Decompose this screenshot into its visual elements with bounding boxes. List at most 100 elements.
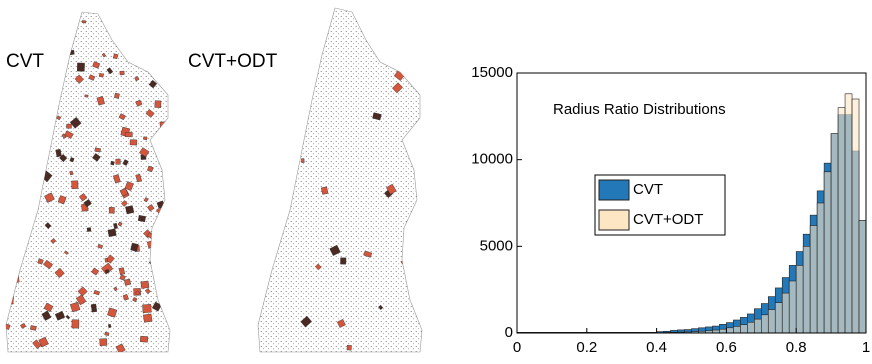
bad-element bbox=[152, 247, 161, 256]
bad-element bbox=[30, 184, 35, 189]
bad-element bbox=[140, 336, 148, 342]
bad-element bbox=[160, 122, 167, 129]
bad-element bbox=[20, 185, 27, 192]
bad-element bbox=[67, 27, 73, 34]
bad-element bbox=[91, 304, 97, 312]
bar bbox=[782, 293, 789, 333]
bad-element bbox=[105, 269, 109, 273]
x-tick-label: 0.4 bbox=[646, 339, 667, 356]
bar bbox=[761, 315, 768, 333]
bad-element bbox=[39, 99, 47, 108]
bad-element bbox=[130, 140, 137, 146]
bad-element bbox=[105, 332, 109, 336]
x-tick-label: 0 bbox=[513, 339, 521, 356]
bad-element bbox=[11, 202, 19, 211]
bad-element bbox=[125, 206, 133, 214]
bad-element bbox=[120, 71, 125, 75]
y-tick-label: 10000 bbox=[471, 151, 513, 168]
bad-element bbox=[159, 39, 164, 43]
mesh-label: CVT+ODT bbox=[188, 51, 278, 72]
y-tick-label: 5000 bbox=[480, 237, 513, 254]
bad-element bbox=[158, 28, 168, 38]
bar bbox=[817, 203, 824, 333]
x-tick-label: 1 bbox=[862, 339, 870, 356]
bad-element bbox=[23, 93, 29, 99]
bad-element bbox=[114, 93, 119, 98]
bar bbox=[796, 265, 803, 333]
bar bbox=[726, 328, 733, 333]
bad-element bbox=[347, 345, 352, 350]
bad-element bbox=[109, 207, 114, 213]
bad-element bbox=[132, 55, 143, 66]
bar bbox=[719, 329, 726, 333]
bad-element bbox=[6, 296, 14, 304]
bad-element bbox=[166, 87, 170, 90]
bad-element bbox=[108, 324, 111, 327]
bad-element bbox=[85, 95, 88, 97]
mesh-label: CVT bbox=[6, 51, 44, 72]
y-tick-label: 15000 bbox=[471, 64, 513, 81]
bad-element bbox=[87, 228, 91, 232]
bad-element bbox=[36, 100, 42, 106]
legend-label: CVT+ODT bbox=[633, 211, 703, 228]
bad-element bbox=[138, 215, 146, 222]
bad-element bbox=[12, 110, 20, 118]
bad-element bbox=[158, 263, 164, 270]
bar bbox=[824, 172, 831, 333]
bad-element bbox=[297, 95, 302, 100]
bad-element bbox=[162, 44, 166, 49]
bar bbox=[803, 246, 810, 333]
bar bbox=[838, 108, 845, 333]
bad-element bbox=[376, 42, 382, 46]
bad-element bbox=[77, 63, 84, 71]
figure: CVT CVT+ODT 05000100001500000.20.40.60.8… bbox=[0, 0, 872, 364]
bad-element bbox=[10, 106, 20, 115]
bar bbox=[852, 99, 859, 333]
bad-element bbox=[124, 279, 131, 285]
bar bbox=[845, 94, 852, 333]
bad-element bbox=[147, 58, 150, 63]
bad-element bbox=[0, 34, 7, 41]
legend-label: CVT bbox=[633, 181, 663, 198]
bad-element bbox=[146, 64, 153, 72]
x-tick-label: 0.2 bbox=[576, 339, 597, 356]
bad-element bbox=[30, 325, 36, 330]
bad-element bbox=[125, 132, 132, 137]
bad-element bbox=[108, 229, 116, 237]
bad-element bbox=[6, 205, 10, 209]
bad-element bbox=[70, 171, 73, 175]
bad-element bbox=[24, 154, 34, 164]
bar bbox=[754, 319, 761, 333]
bad-element bbox=[35, 140, 45, 150]
bad-element bbox=[340, 258, 346, 265]
bad-element bbox=[24, 224, 31, 230]
bad-element bbox=[105, 258, 108, 262]
bar bbox=[740, 325, 747, 333]
x-tick-label: 0.6 bbox=[716, 339, 737, 356]
bad-element bbox=[153, 262, 159, 269]
bad-element bbox=[9, 274, 17, 282]
y-tick-label: 0 bbox=[505, 324, 513, 341]
bar bbox=[831, 134, 838, 333]
bad-element bbox=[82, 20, 86, 23]
bad-element bbox=[42, 94, 51, 103]
bad-element bbox=[72, 320, 79, 328]
bad-element bbox=[153, 38, 160, 45]
bad-element bbox=[167, 32, 172, 37]
bad-element bbox=[10, 275, 19, 283]
bad-element bbox=[95, 148, 101, 152]
bad-element bbox=[4, 93, 10, 100]
bad-element bbox=[161, 251, 166, 255]
mesh-cvt-odt bbox=[258, 8, 422, 352]
bad-element bbox=[155, 101, 161, 108]
bad-element bbox=[72, 181, 79, 189]
bad-element bbox=[100, 339, 107, 346]
bad-element bbox=[158, 248, 163, 253]
bad-element bbox=[36, 30, 42, 36]
bar bbox=[859, 220, 866, 333]
bad-element bbox=[99, 73, 104, 77]
chart-title: Radius Ratio Distributions bbox=[553, 101, 726, 118]
bad-element bbox=[67, 124, 72, 128]
legend-swatch bbox=[599, 180, 629, 200]
legend-swatch bbox=[599, 210, 629, 230]
